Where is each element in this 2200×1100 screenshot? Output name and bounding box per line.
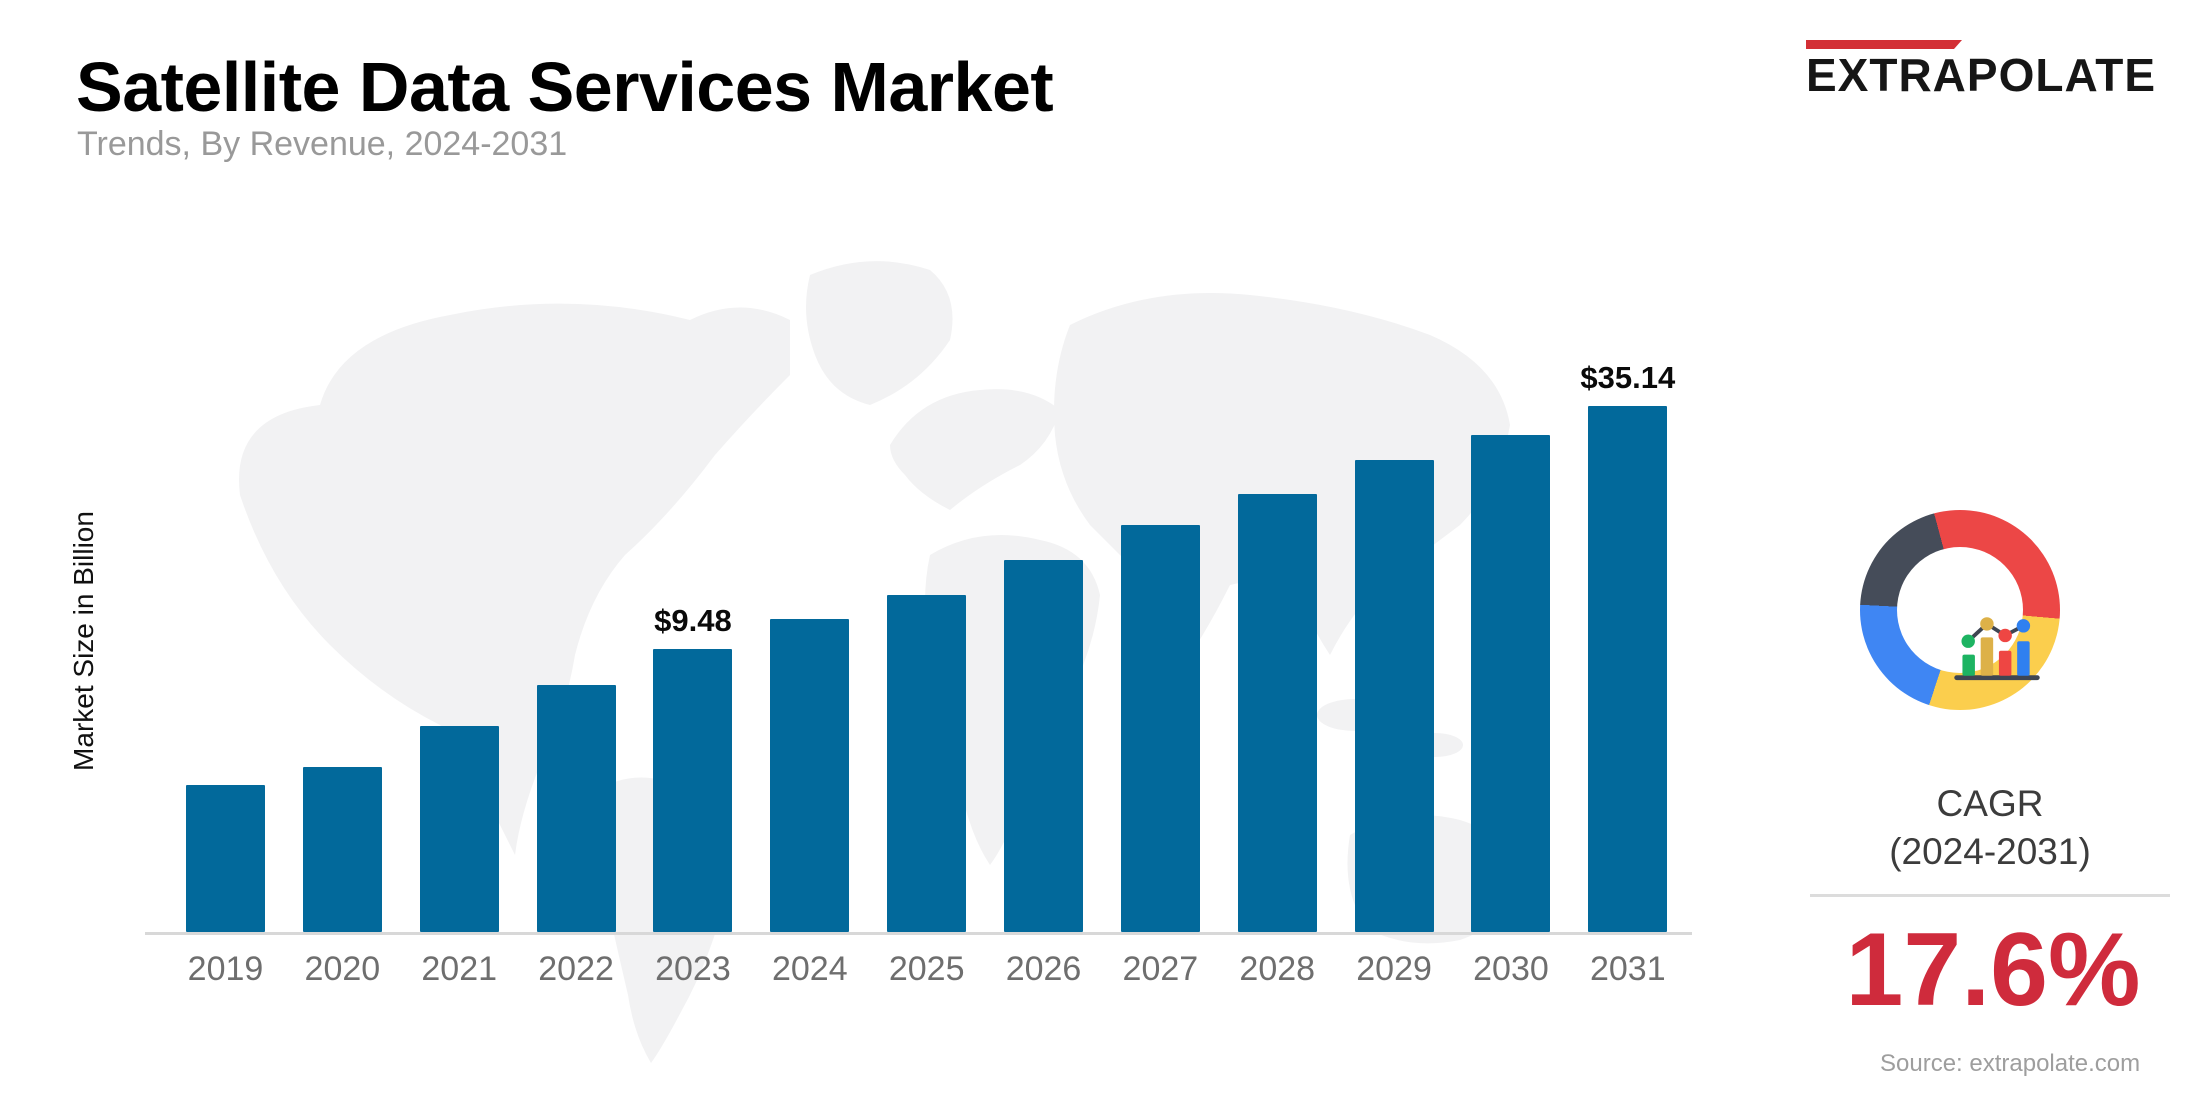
cagr-label-block: CAGR (2024-2031) [1889,780,2091,876]
mini-dot-green [1961,634,1975,648]
logo-text: EXTRAPOLATE [1806,49,2157,101]
x-axis-tick-label: 2020 [304,950,381,988]
donut-hole [1897,547,2040,681]
cagr-label: CAGR [1936,783,2044,824]
map-greenland [806,261,953,405]
x-axis-tick-label: 2024 [771,950,848,988]
map-north-america [239,303,790,855]
bar-2028 [1237,494,1317,932]
bar-2022 [536,685,616,932]
logo-accent-bar-icon [1806,40,1962,49]
x-axis-line [145,932,1692,935]
bar-2020 [302,767,382,932]
mini-bar-blue [2017,641,2030,676]
page-title: Satellite Data Services Market [76,48,1054,126]
x-axis-tick-label: 2027 [1122,950,1199,988]
mini-bar-red [1998,650,2012,676]
bar-2021 [419,726,499,932]
x-axis-tick-label: 2029 [1356,950,1432,988]
bar-value-label: $9.48 [654,603,732,638]
y-axis-label: Market Size in Billion [68,511,99,771]
x-axis-tick-label: 2023 [655,950,731,988]
mini-dot-blue [2016,619,2031,633]
map-europe [890,389,1060,510]
x-axis-tick-label: 2028 [1239,950,1316,988]
mini-bar-line-chart-icon [1954,617,2040,681]
page-subtitle: Trends, By Revenue, 2024-2031 [77,125,568,163]
bar-2023 [653,649,733,932]
x-axis-tick-label: 2031 [1589,950,1666,988]
x-axis-tick-label: 2022 [538,950,614,988]
bar-2029 [1354,460,1434,932]
x-axis-tick-label: 2019 [187,950,264,988]
donut-chart-icon [1860,510,2060,710]
x-axis-tick-label: 2025 [888,950,965,988]
mini-dot-red [1998,628,2012,643]
x-axis-tick-label: 2026 [1005,950,1082,988]
cagr-divider [1810,894,2170,897]
mini-bar-yellow [1980,637,1994,676]
x-axis-tick-label: 2021 [421,950,498,988]
bar-2027 [1120,525,1200,932]
bar-2031 [1588,406,1668,932]
bar-2026 [1004,560,1084,932]
bar-2019 [186,785,265,932]
cagr-value: 17.6% [1845,912,2141,1028]
x-axis-tick-label: 2030 [1473,950,1549,988]
bar-2024 [770,619,850,932]
bar-value-label: $35.14 [1580,360,1676,395]
mini-trend-line [1966,622,2025,643]
brand-logo: EXTRAPOLATE [1806,40,2166,98]
bar-2030 [1471,435,1551,932]
mini-dot-yellow [1980,617,1994,631]
bar-2025 [887,595,967,932]
mini-bar-green [1962,654,1975,676]
source-text: Source: extrapolate.com [1880,1050,2141,1077]
cagr-range: (2024-2031) [1889,831,2091,872]
